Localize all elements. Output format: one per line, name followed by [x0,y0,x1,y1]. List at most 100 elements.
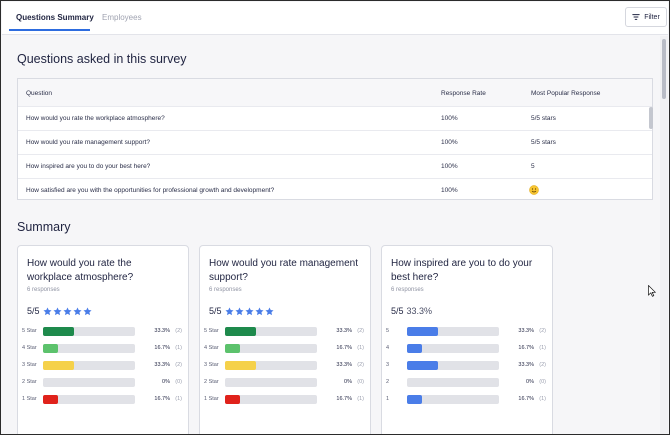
bar-percent: 0% [344,379,352,385]
bar-track [225,378,317,387]
header-most-popular: Most Popular Response [531,90,601,97]
bar-percent: 16.7% [336,345,352,351]
rating-bar-row: 1 Star 16.7% (1) [18,393,190,405]
bar-fill [407,327,438,336]
star-icon [72,306,82,315]
rating-bar-row: 2 0% (0) [382,376,554,388]
table-header: Question Response Rate Most Popular Resp… [18,79,652,107]
star-icon [234,306,244,315]
bar-count: (1) [357,396,364,402]
bar-track [43,361,135,370]
bar-track [43,395,135,404]
star-icon [254,306,264,315]
bar-count: (1) [539,345,546,351]
scrollbar-thumb[interactable] [662,39,666,99]
star-icon [42,306,52,315]
card-responses: 6 responses [209,287,242,293]
rating-bar-row: 1 Star 16.7% (1) [200,393,372,405]
bar-fill [407,361,438,370]
row-rate: 100% [441,163,458,170]
bar-percent: 16.7% [518,345,534,351]
bar-percent: 33.3% [518,362,534,368]
bar-count: (1) [357,345,364,351]
filter-button[interactable]: Filter [625,7,667,27]
star-icon [82,306,92,315]
card-score: 5/5 33.3% [391,306,432,316]
tab-employees[interactable]: Employees [102,13,142,22]
card-responses: 6 responses [391,287,424,293]
star-icon [244,306,254,315]
bar-track [407,361,499,370]
top-bar: Questions Summary Employees Filter [2,2,668,35]
bar-fill [43,395,59,404]
rating-bar-row: 3 33.3% (2) [382,359,554,371]
bar-fill [43,327,74,336]
filter-label: Filter [644,13,660,21]
table-row[interactable]: How would you rate management support? 1… [18,131,652,155]
star-icon [62,306,72,315]
bar-percent: 0% [162,379,170,385]
row-question: How satisfied are you with the opportuni… [26,187,275,194]
card-responses: 6 responses [27,287,60,293]
score-percent: 33.3% [406,306,433,316]
rating-bar-row: 3 Star 33.3% (2) [18,359,190,371]
rating-bar-row: 2 Star 0% (0) [200,376,372,388]
bar-track [407,327,499,336]
bar-label: 4 Star [204,345,219,351]
card-score: 5/5 [27,306,92,316]
page-scrollbar[interactable] [660,36,668,434]
star-rating [42,306,92,316]
table-scrollbar[interactable] [649,107,653,129]
rating-bar-row: 5 33.3% (2) [382,325,554,337]
bar-percent: 33.3% [336,328,352,334]
bar-track [407,378,499,387]
bar-label: 2 Star [204,379,219,385]
smiley-face-icon [529,185,539,195]
bar-track [407,395,499,404]
bar-count: (2) [357,362,364,368]
bar-percent: 33.3% [336,362,352,368]
table-row[interactable]: How satisfied are you with the opportuni… [18,179,652,203]
bar-fill [407,395,423,404]
table-row[interactable]: How would you rate the workplace atmosph… [18,107,652,131]
bar-label: 1 Star [204,396,219,402]
bar-label: 5 Star [22,328,37,334]
header-response-rate: Response Rate [441,90,486,97]
card-title: How would you rate management support? [209,258,358,283]
bar-count: (0) [175,379,182,385]
row-question: How would you rate the workplace atmosph… [26,115,165,122]
rating-bar-row: 5 Star 33.3% (2) [18,325,190,337]
row-rate: 100% [441,187,458,194]
bar-track [43,344,135,353]
bar-fill [225,344,241,353]
bar-label: 1 [386,396,390,402]
bar-count: (2) [539,328,546,334]
row-question: How inspired are you to do your best her… [26,163,151,170]
bar-track [225,361,317,370]
summary-card: How would you rate management support? 6… [199,245,372,434]
questions-table: Question Response Rate Most Popular Resp… [17,78,653,200]
rating-bar-row: 4 Star 16.7% (1) [18,342,190,354]
bar-count: (2) [357,328,364,334]
card-title: How inspired are you to do your best her… [391,258,533,283]
rating-bar-row: 4 Star 16.7% (1) [200,342,372,354]
bar-label: 4 [386,345,390,351]
row-question: How would you rate management support? [26,139,150,146]
table-row[interactable]: How inspired are you to do your best her… [18,155,652,179]
bar-label: 2 Star [22,379,37,385]
star-icon [224,306,234,315]
row-rate: 100% [441,139,458,146]
bar-count: (1) [175,345,182,351]
rating-bar-row: 1 16.7% (1) [382,393,554,405]
score-value: 5/5 [391,306,404,316]
bar-percent: 16.7% [154,396,170,402]
bar-track [43,378,135,387]
row-rate: 100% [441,115,458,122]
bar-count: (2) [175,328,182,334]
rating-bar-row: 4 16.7% (1) [382,342,554,354]
mouse-cursor-icon [648,285,656,297]
bar-label: 1 Star [22,396,37,402]
bar-label: 5 Star [204,328,219,334]
tab-questions-summary[interactable]: Questions Summary [16,13,94,22]
